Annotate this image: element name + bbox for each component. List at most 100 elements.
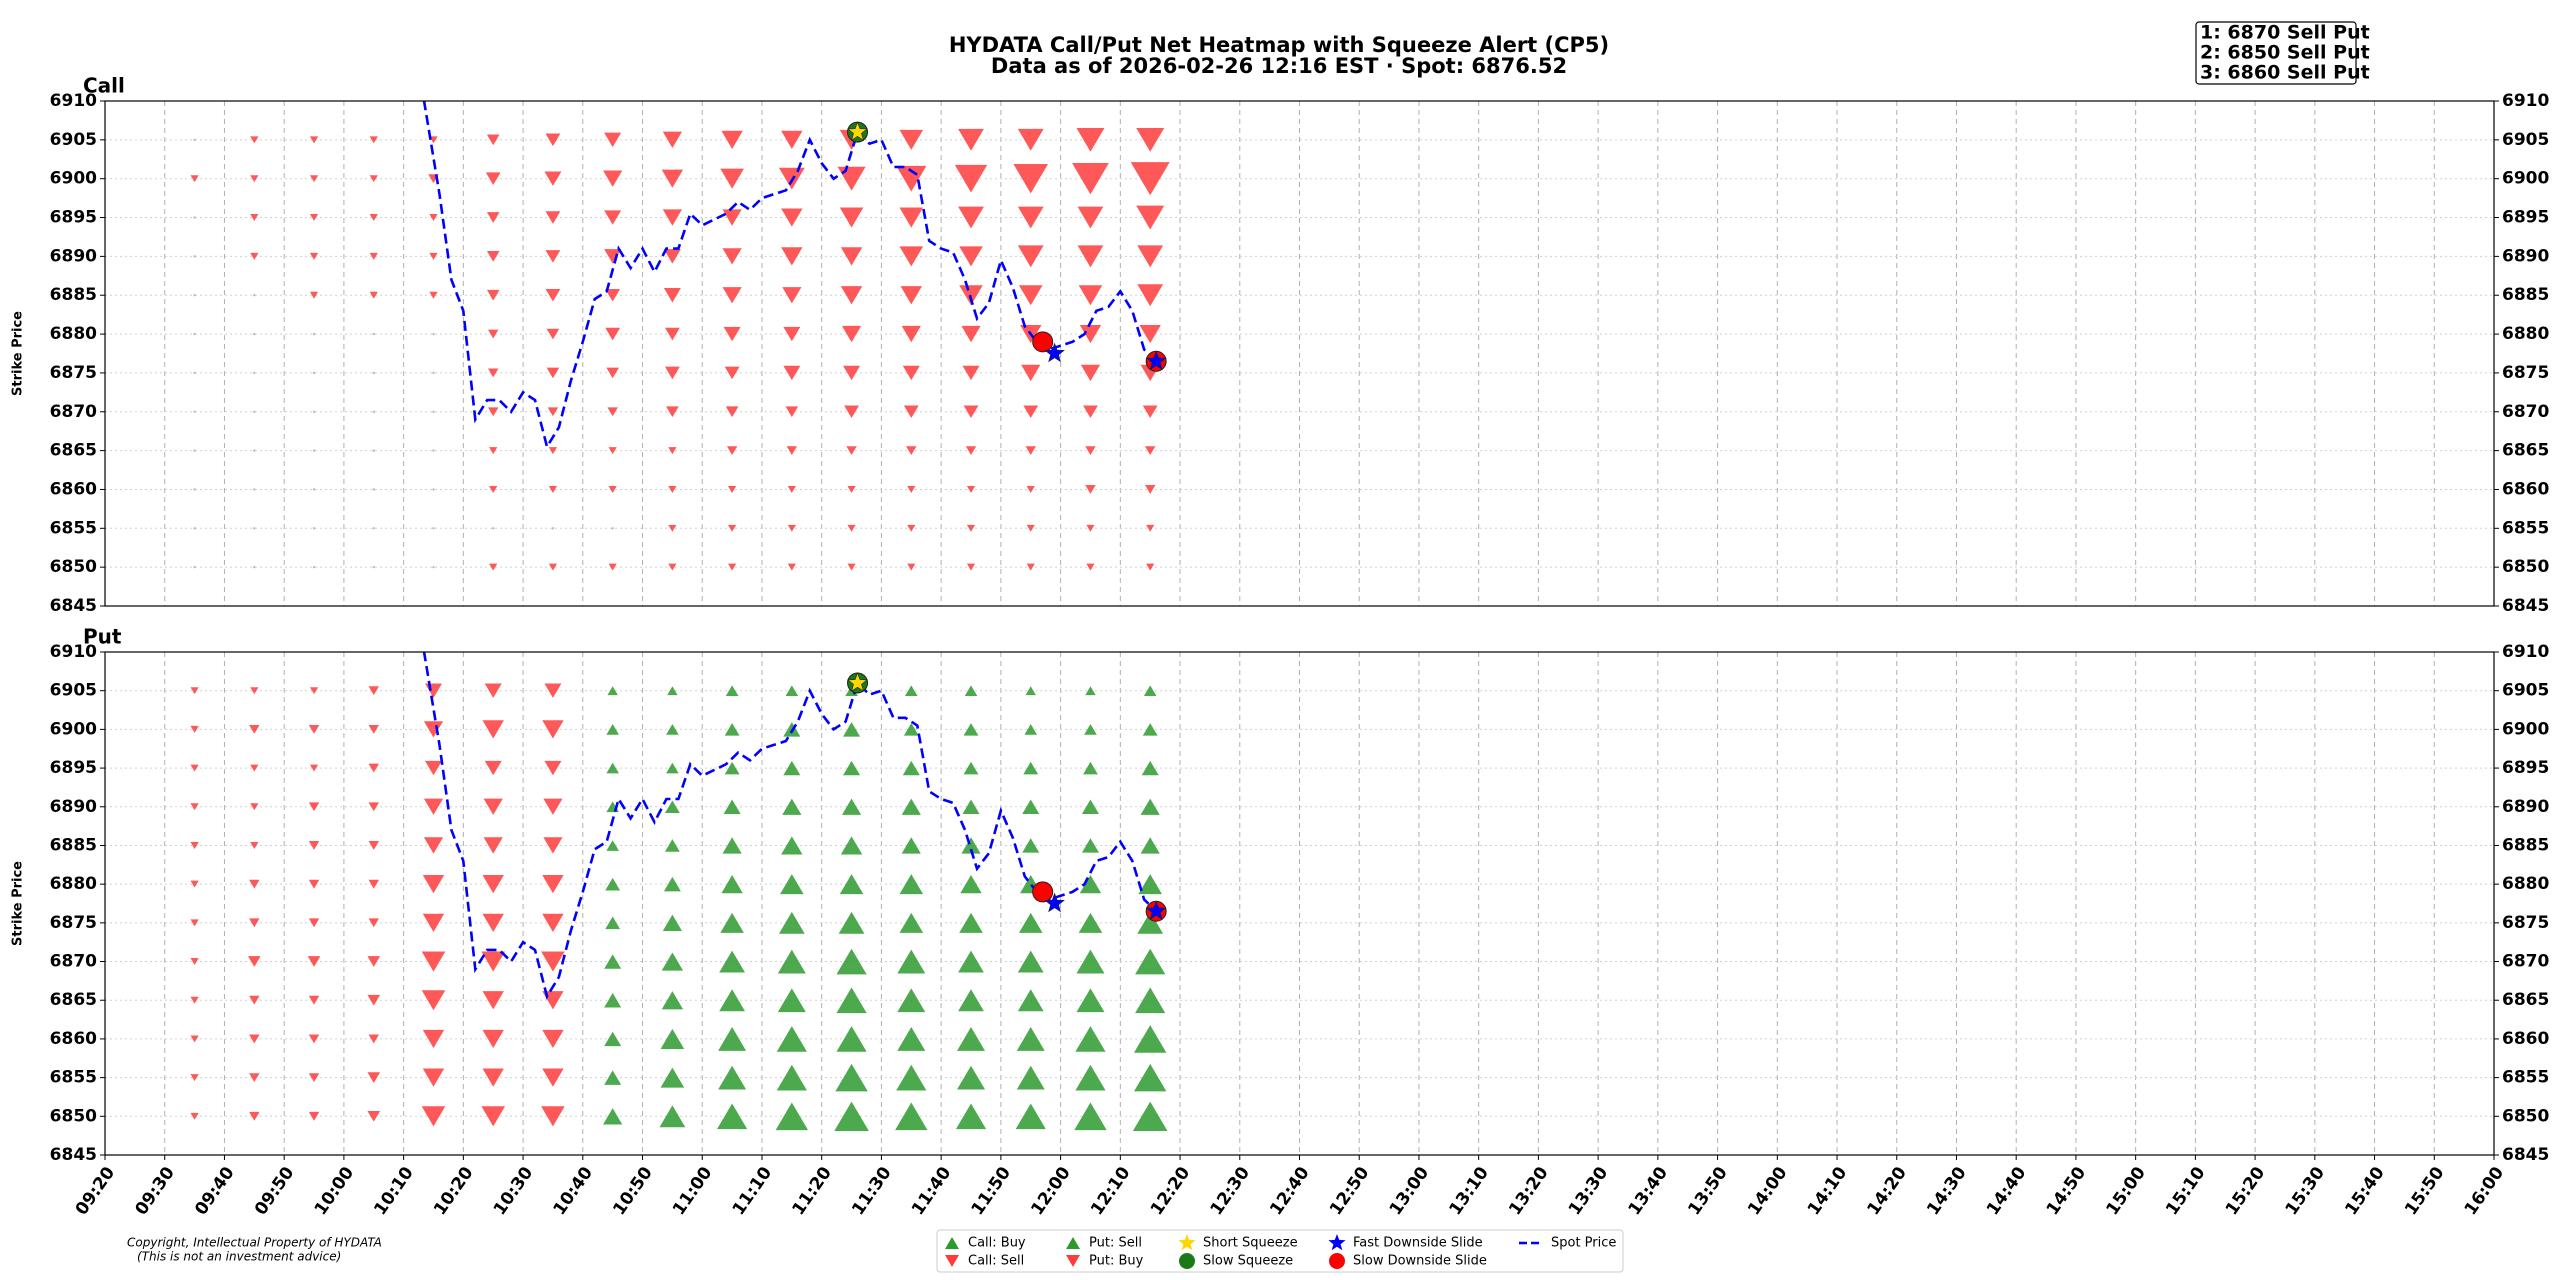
heat-cell xyxy=(662,914,682,932)
legend-marker xyxy=(1329,1253,1345,1269)
heat-cell xyxy=(787,485,796,493)
x-tick-label: 11:20 xyxy=(788,1163,836,1219)
heat-cell xyxy=(1086,524,1095,532)
heat-cell xyxy=(1018,912,1043,933)
alert-star xyxy=(847,672,868,692)
y-axis-label: Strike Price xyxy=(11,861,26,946)
alert-star xyxy=(1145,900,1167,920)
x-tick-label: 11:10 xyxy=(729,1163,777,1219)
heat-cell xyxy=(725,406,739,418)
legend-label: Put: Sell xyxy=(1089,1236,1142,1251)
heat-cell xyxy=(372,449,375,452)
heat-cell xyxy=(1023,761,1039,775)
heat-cell xyxy=(308,802,320,812)
heat-cell xyxy=(372,410,375,413)
heat-cell xyxy=(1130,162,1170,196)
heat-cell xyxy=(847,524,856,532)
heat-cell xyxy=(541,1106,565,1127)
y-tick-label: 6885 xyxy=(50,835,97,855)
heat-cell xyxy=(422,913,445,932)
heat-cell xyxy=(843,722,861,737)
heat-cell xyxy=(1018,285,1043,306)
heat-cell xyxy=(664,366,680,380)
plot-frame xyxy=(104,100,2495,607)
heat-cell xyxy=(249,995,260,1005)
heat-cell xyxy=(1017,989,1044,1012)
heat-cell xyxy=(1085,686,1096,696)
heat-cell xyxy=(966,485,976,493)
heat-cell xyxy=(545,133,561,147)
heat-cell xyxy=(1139,324,1161,344)
heat-cell xyxy=(488,329,499,339)
heat-cell xyxy=(847,563,856,571)
y-tick-label: 6910 xyxy=(50,642,97,662)
heat-cell xyxy=(484,760,502,776)
heat-cell xyxy=(662,209,682,226)
heat-cell xyxy=(785,406,799,418)
x-tick-label: 09:50 xyxy=(251,1163,299,1219)
legend-marker xyxy=(1066,1237,1080,1249)
heat-cell xyxy=(1135,948,1166,975)
heat-cell xyxy=(432,332,435,336)
heat-cell xyxy=(606,762,619,774)
heat-cell xyxy=(955,1103,987,1130)
heat-cell xyxy=(542,1068,564,1087)
heat-cell xyxy=(900,286,922,305)
heat-cell xyxy=(608,447,617,455)
copyright: (This is not an investment advice) xyxy=(137,1250,341,1264)
heat-cell xyxy=(839,207,864,228)
heat-cell xyxy=(307,956,321,967)
heat-cell xyxy=(193,216,196,219)
heat-cell xyxy=(1076,949,1105,974)
heat-cell xyxy=(1081,799,1099,814)
heat-cell xyxy=(661,952,684,971)
heat-cell xyxy=(249,879,260,889)
top-signal: 3: 6860 Sell Put xyxy=(2200,62,2370,84)
heat-cell xyxy=(309,687,319,695)
heat-cell xyxy=(429,291,438,299)
heat-cell xyxy=(545,250,561,263)
heat-cell xyxy=(901,798,921,815)
heat-cell xyxy=(722,287,742,304)
heat-cell xyxy=(429,214,438,222)
heat-cell xyxy=(193,255,196,258)
heat-cell xyxy=(668,447,677,455)
chart-subtitle: Data as of 2026-02-26 12:16 EST · Spot: … xyxy=(991,54,1567,78)
x-tick-label: 09:40 xyxy=(191,1163,239,1219)
heat-cell xyxy=(1083,405,1098,419)
heat-cell xyxy=(190,1112,199,1120)
heat-cell xyxy=(902,365,920,381)
heat-cell xyxy=(781,130,803,149)
heat-cell xyxy=(1137,284,1164,307)
heat-cell xyxy=(542,875,564,894)
heat-cell xyxy=(421,990,446,1011)
heat-cell xyxy=(604,954,622,969)
legend-label: Call: Sell xyxy=(968,1254,1024,1269)
legend-marker xyxy=(1178,1234,1196,1251)
heat-cell xyxy=(309,175,319,183)
heat-cell xyxy=(190,996,199,1004)
heat-cell xyxy=(486,212,500,223)
legend-marker xyxy=(945,1237,959,1249)
heat-cell xyxy=(724,723,740,736)
heat-cell xyxy=(308,724,320,734)
heat-cell xyxy=(542,1029,564,1049)
heat-cell xyxy=(193,565,196,569)
heat-cell xyxy=(1015,1103,1046,1130)
heat-cell xyxy=(907,485,916,493)
heat-cell xyxy=(253,371,256,375)
y-tick-label: 6880 xyxy=(2502,874,2549,894)
heat-cell xyxy=(422,1068,445,1087)
heat-cell xyxy=(193,371,196,375)
y-tick-label: 6875 xyxy=(50,363,97,383)
x-tick-label: 14:20 xyxy=(1864,1163,1912,1219)
y-tick-label: 6905 xyxy=(2502,130,2549,150)
heat-cell xyxy=(312,371,316,375)
x-tick-label: 11:00 xyxy=(669,1163,717,1219)
heat-cell xyxy=(249,1073,260,1083)
heat-cell xyxy=(193,527,196,530)
heat-cell xyxy=(721,130,743,149)
y-tick-label: 6855 xyxy=(2502,518,2549,538)
heat-cell xyxy=(780,874,804,895)
heat-cell xyxy=(906,446,917,456)
